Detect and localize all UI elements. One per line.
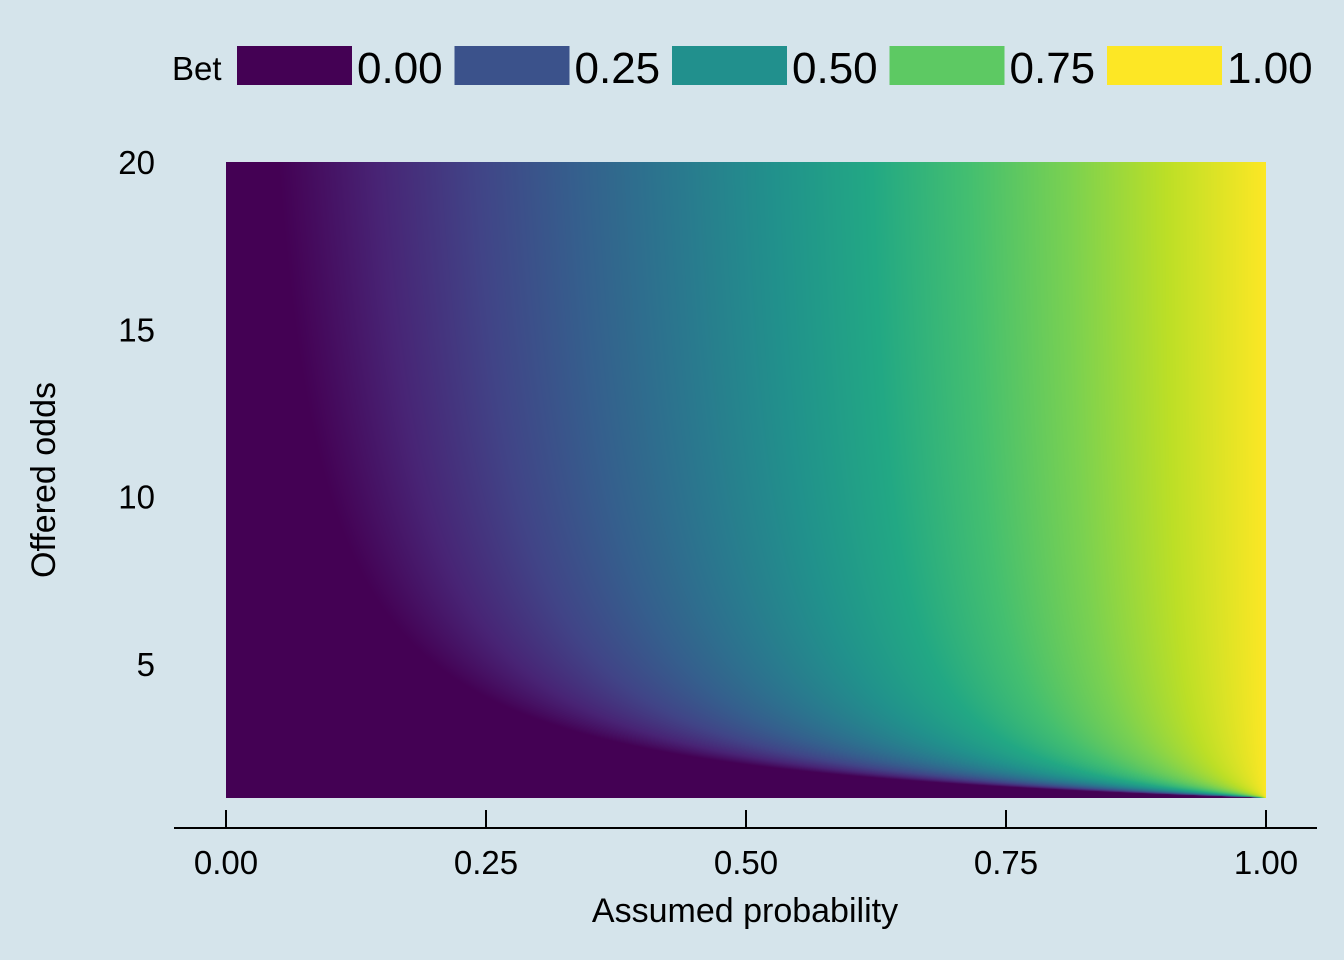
y-tick-label: 15 (118, 311, 155, 348)
plot-area (226, 162, 1266, 798)
legend-swatch (237, 46, 352, 85)
legend-label: 0.00 (357, 44, 443, 93)
x-tick-label: 0.50 (714, 844, 778, 881)
x-tick-label: 0.25 (454, 844, 518, 881)
legend-title: Bet (172, 50, 222, 87)
heatmap-field (226, 162, 1266, 798)
y-tick-label: 10 (118, 479, 155, 516)
legend: Bet 0.00 0.25 0.50 0.75 1.00 (172, 44, 1313, 93)
legend-label: 0.25 (575, 44, 661, 93)
x-axis: 0.00 0.25 0.50 0.75 1.00 (174, 810, 1317, 881)
y-axis: 5 10 15 20 (118, 144, 155, 683)
x-tick-label: 0.00 (194, 844, 258, 881)
legend-label: 0.50 (792, 44, 878, 93)
y-axis-title: Offered odds (25, 382, 63, 578)
legend-label: 0.75 (1010, 44, 1096, 93)
legend-swatch (1107, 46, 1222, 85)
x-tick-label: 1.00 (1234, 844, 1298, 881)
legend-label: 1.00 (1227, 44, 1313, 93)
y-tick-label: 5 (137, 646, 155, 683)
x-axis-title: Assumed probability (592, 892, 898, 930)
legend-swatch (889, 46, 1005, 85)
legend-swatch (672, 46, 787, 85)
x-tick-label: 0.75 (974, 844, 1038, 881)
legend-swatch (454, 46, 570, 85)
y-tick-label: 20 (118, 144, 155, 181)
